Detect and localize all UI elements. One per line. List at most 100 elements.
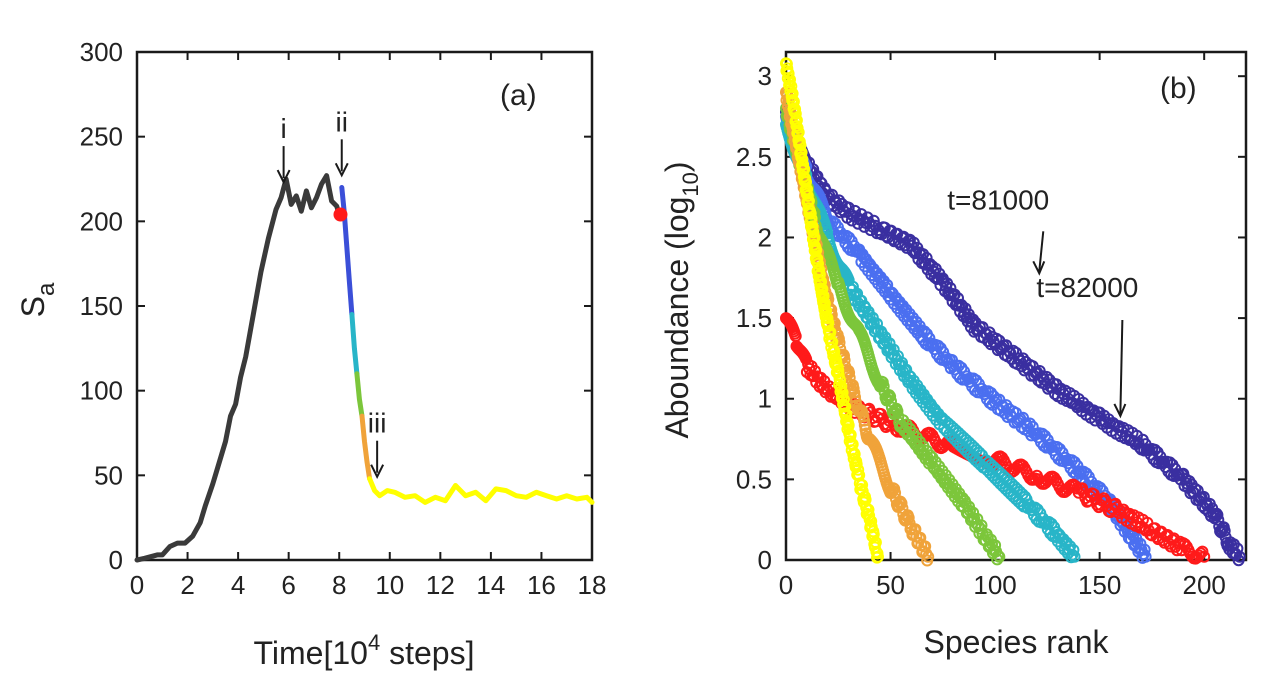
scatter-point (877, 380, 890, 393)
annotation-label: iii (368, 408, 387, 439)
scatter-point (993, 550, 1006, 563)
x-tick-label: 14 (476, 570, 505, 600)
scatter-point (879, 421, 892, 433)
scatter-point (1068, 550, 1081, 563)
y-tick-label: 1 (758, 384, 772, 414)
chart-panel-b: 0 50 100 150 200 0 0.5 1 1.5 2 2.5 3 t=81000 t=82000… (659, 50, 1248, 660)
x-tick-label: 10 (375, 570, 404, 600)
scatter-point (801, 189, 814, 202)
scatter-point (786, 87, 799, 100)
scatter-point (920, 251, 933, 264)
scatter-series-yellow (780, 57, 884, 564)
scatter-point (840, 408, 853, 421)
y-tick-label: 0 (109, 545, 123, 575)
x-tick-label: 4 (231, 570, 245, 600)
scatter-point (863, 513, 876, 526)
scatter-point (790, 114, 803, 127)
axis-ticks-a: 0 2 4 6 8 10 12 14 16 18 0 50 100 150 200 250 300 (80, 37, 607, 600)
annotation-label: ii (336, 106, 348, 137)
x-axis-label-b: Species rank (924, 624, 1110, 660)
scatter-point (1166, 533, 1179, 546)
series-line-transition (349, 312, 360, 377)
x-tick-label: 2 (180, 570, 194, 600)
series-line-transition (359, 413, 373, 482)
panel-label-b: (b) (1160, 72, 1197, 105)
scatter-point (891, 405, 904, 418)
scatter-point (856, 479, 869, 491)
scatter-point (872, 550, 884, 563)
scatter-point (784, 73, 796, 86)
y-tick-label: 2 (758, 222, 772, 252)
scatter-point (1045, 517, 1058, 530)
y-axis-label-a: Sa (15, 282, 60, 317)
scatter-point (1066, 548, 1079, 561)
scatter-point (853, 477, 866, 490)
x-tick-label: 8 (332, 570, 346, 600)
scatter-point (917, 248, 930, 261)
annotation-arrow (1119, 319, 1124, 414)
x-tick-label: 100 (973, 570, 1016, 600)
plot-frame-a (135, 50, 594, 562)
scatter-point (996, 399, 1009, 412)
y-tick-label: 250 (80, 122, 123, 152)
scatter-point (973, 446, 986, 459)
annotation-arrowhead (370, 464, 385, 479)
scatter-point (809, 364, 821, 377)
transition-marker (333, 207, 348, 222)
scatter-point (849, 391, 861, 404)
scatter-point (919, 540, 932, 553)
scatter-point (1040, 370, 1053, 383)
y-tick-label: 150 (80, 291, 123, 321)
scatter-point (801, 183, 814, 196)
scatter-point (884, 390, 897, 403)
series-line-transition (354, 371, 365, 419)
scatter-point (1158, 536, 1171, 549)
scatter-point (908, 247, 921, 260)
scatter-point (926, 260, 939, 273)
scatter-point (797, 158, 810, 171)
scatter-point (861, 211, 874, 224)
y-axis-label-b: Aboundance (log10) (659, 161, 703, 438)
scatter-point (996, 451, 1009, 464)
x-tick-label: 0 (779, 570, 793, 600)
scatter-point (834, 374, 846, 387)
scatter-point (1152, 533, 1165, 546)
annotation-arrow (1038, 231, 1045, 272)
scatter-point (811, 252, 824, 265)
scatter-point (813, 263, 826, 276)
scatter-point (1021, 420, 1034, 432)
scatter-point (1218, 524, 1231, 537)
scatter-point (990, 332, 1003, 345)
x-tick-label: 0 (130, 570, 144, 600)
scatter-point (812, 257, 824, 270)
scatter-point (922, 550, 935, 563)
y-tick-label: 50 (94, 460, 123, 490)
scatter-point (1231, 542, 1244, 555)
scatter-point (794, 139, 807, 152)
scatter-point (795, 146, 808, 159)
scatter-point (975, 519, 988, 532)
x-axis-label-a: Time[104 steps] (254, 630, 475, 671)
y-tick-label: 0.5 (736, 464, 772, 494)
panel-label-a: (a) (500, 79, 537, 112)
annotation-arrowhead (1113, 403, 1127, 419)
scatter-point (1014, 354, 1027, 367)
y-tick-label: 300 (80, 37, 123, 67)
scatter-point (997, 401, 1010, 414)
scatter-point (1233, 550, 1246, 563)
x-tick-label: 200 (1182, 570, 1225, 600)
x-tick-label: 18 (578, 570, 607, 600)
annotation-arrowhead (334, 162, 349, 178)
scatter-point (867, 214, 880, 227)
y-tick-label: 2.5 (736, 142, 772, 172)
scatter-point (1211, 508, 1224, 521)
scatter-point (821, 312, 834, 325)
scatter-point (839, 400, 852, 413)
scatter-point (1048, 471, 1061, 484)
scatter-point (1003, 345, 1015, 358)
scatter-point (1023, 417, 1036, 430)
series-line-before (134, 173, 342, 563)
scatter-point (1060, 536, 1073, 549)
annotation-arrowhead (1032, 260, 1046, 276)
x-tick-label: 6 (281, 570, 295, 600)
